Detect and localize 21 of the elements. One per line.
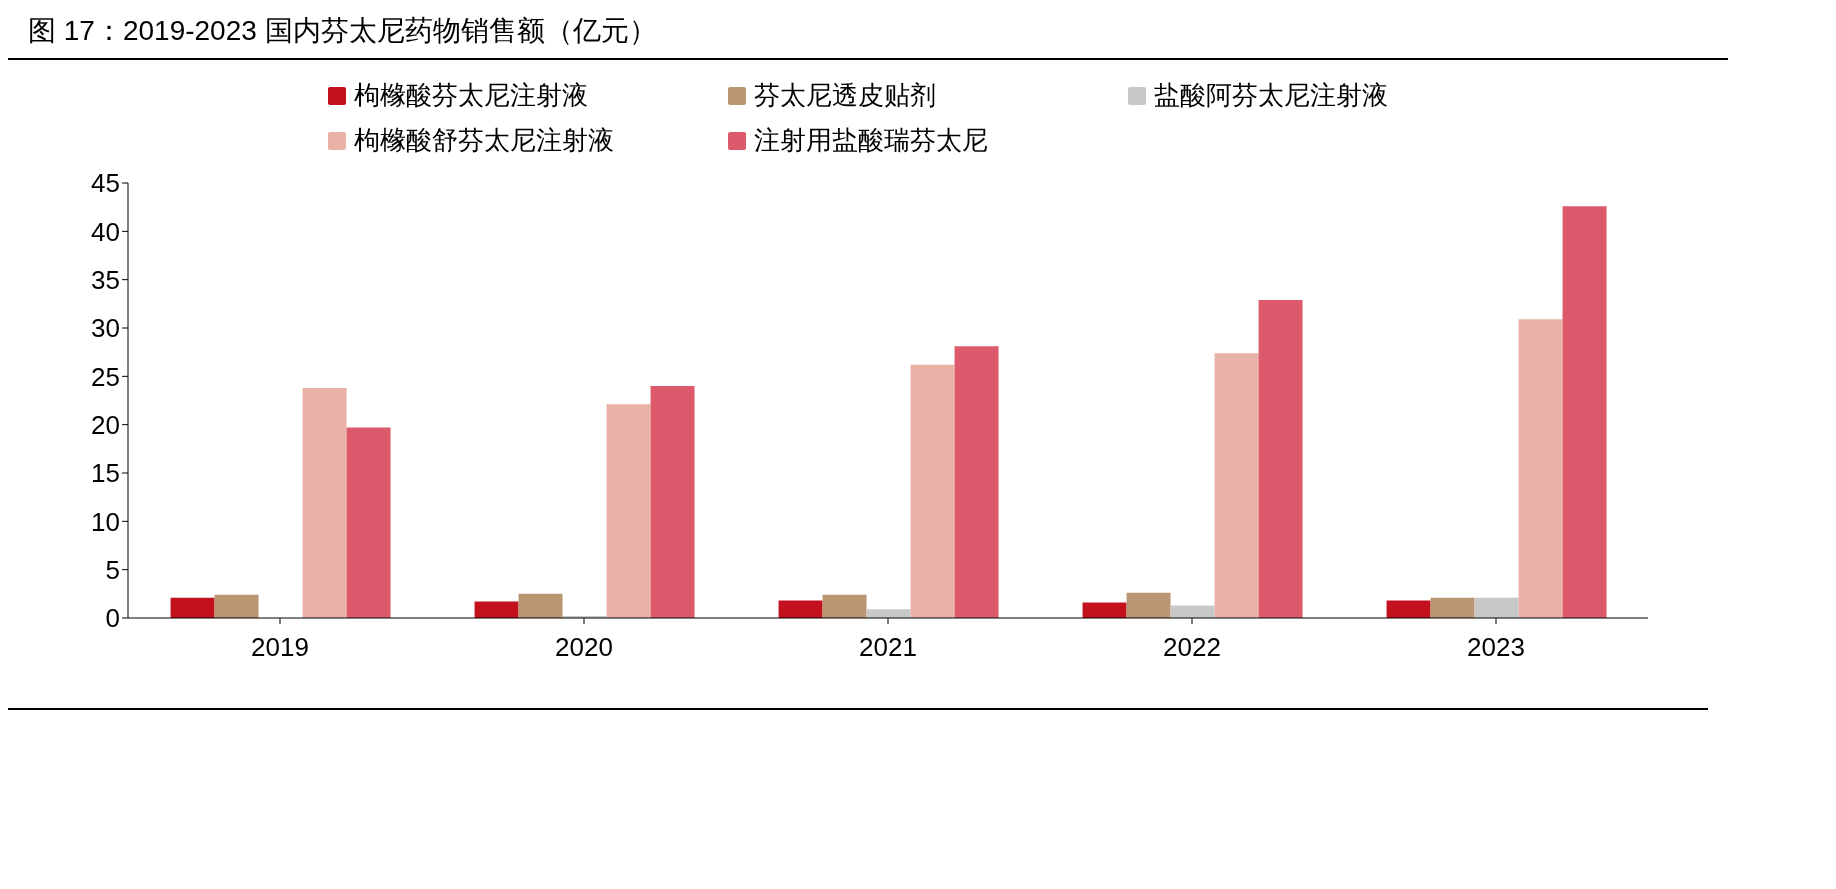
y-tick-label: 5 bbox=[105, 554, 120, 585]
x-tick-label: 2022 bbox=[1163, 632, 1221, 663]
chart-title: 图 17：2019-2023 国内芬太尼药物销售额（亿元） bbox=[8, 8, 1728, 60]
legend-label: 枸橼酸舒芬太尼注射液 bbox=[354, 124, 614, 157]
legend-label: 盐酸阿芬太尼注射液 bbox=[1154, 79, 1388, 112]
x-tick-label: 2023 bbox=[1467, 632, 1525, 663]
x-tick-label: 2021 bbox=[859, 632, 917, 663]
y-tick-label: 20 bbox=[91, 409, 120, 440]
y-tick-label: 0 bbox=[105, 603, 120, 634]
x-tick-label: 2019 bbox=[251, 632, 309, 663]
legend-label: 芬太尼透皮贴剂 bbox=[754, 79, 936, 112]
legend-label: 枸橼酸芬太尼注射液 bbox=[354, 79, 588, 112]
y-tick-label: 10 bbox=[91, 506, 120, 537]
y-tick-label: 40 bbox=[91, 216, 120, 247]
y-tick-label: 35 bbox=[91, 264, 120, 295]
y-tick-label: 15 bbox=[91, 458, 120, 489]
y-tick-label: 45 bbox=[91, 168, 120, 199]
y-tick-label: 25 bbox=[91, 361, 120, 392]
x-tick-label: 2020 bbox=[555, 632, 613, 663]
legend-label: 注射用盐酸瑞芬太尼 bbox=[754, 124, 988, 157]
y-tick-label: 30 bbox=[91, 313, 120, 344]
